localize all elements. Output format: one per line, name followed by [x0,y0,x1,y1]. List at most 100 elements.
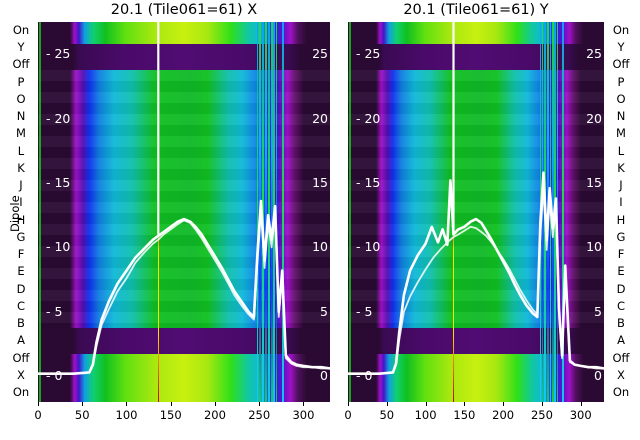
amplitude-traces-y [348,22,604,376]
y-tick-label-right: 0 [594,368,602,384]
dipole-label-right-i-10: I [619,195,623,210]
amplitude-trace-line [348,187,604,375]
heatmap-spike-column [268,22,270,402]
y-tick-label-left: - 15 [356,175,381,191]
y-tick-label-left: - 20 [46,110,71,126]
heatmap-gap-top [38,44,330,70]
x-tick-label: 200 [492,408,515,422]
x-tick [126,402,128,406]
heatmap-spike-column [562,22,565,402]
dipole-label-right-m-6: M [616,126,626,141]
amplitude-trace-line [38,210,330,375]
dipole-label-left-e-14: E [17,264,25,279]
dipole-label-right-j-9: J [619,178,623,193]
y-tick-label-right: 5 [320,303,328,319]
x-tick-label: 250 [530,408,553,422]
heatmap-spike-column [261,22,265,402]
y-tick-label-left: - 5 [46,303,63,319]
dipole-label-left-m-6: M [16,126,26,141]
x-tick [82,402,84,406]
heatmap-spike-column [552,22,555,402]
x-tick-label: 300 [569,408,592,422]
y-tick-label-right: 15 [586,175,602,191]
panel-title-y: 20.1 (Tile061=61) Y [403,2,549,18]
heatmap-spike-column [282,22,285,402]
dipole-label-left-on-0: On [12,23,30,37]
y-tick-label-right: 0 [320,368,328,384]
x-tick [386,402,388,406]
x-tick-label: 250 [248,408,271,422]
y-tick-label-left: - 10 [46,239,71,255]
x-tick-label: 300 [292,408,315,422]
dipole-label-right-on-21: On [612,385,630,399]
heatmap-spike-column [256,22,259,402]
heatmap-panel-y[interactable]: - 0 0 - 5 5 - 10 10 - 15 15 - 20 20 - 25 25 [348,22,604,402]
y-tick-label-left: - 25 [356,46,381,62]
heatmap-edge-stripe [39,22,41,402]
dipole-label-left-h-11: H [16,212,26,227]
heatmap-gap-bottom [38,328,330,354]
dipole-label-right-k-8: K [617,160,625,175]
dipole-label-left-c-16: C [16,298,26,313]
x-tick [503,402,505,406]
y-tick-label-left: - 15 [46,175,71,191]
x-tick [580,402,582,406]
y-tick-label-right: 10 [312,239,328,255]
dipole-label-right-off-19: Off [612,350,630,365]
dipole-label-right-y-1: Y [617,40,625,55]
x-axis-right: 0 50 100 150 200 250 300 [344,402,604,436]
heatmap-row-texture [348,70,604,328]
dipole-label-right-h-11: H [616,212,626,227]
dipole-label-right-o-4: O [616,91,626,106]
dipole-label-right-g-12: G [616,229,626,244]
dipole-label-right-f-13: F [617,247,625,262]
y-tick-label-left: - 5 [356,303,373,319]
y-tick-label-right: 20 [312,110,328,126]
x-tick-label: 50 [74,408,90,422]
x-tick [303,402,305,406]
y-tick-label-left: - 0 [356,368,373,384]
x-tick-label: 150 [159,408,182,422]
dipole-label-right-off-2: Off [612,57,630,72]
x-tick-label: 200 [203,408,226,422]
x-tick-label: 100 [115,408,138,422]
dipole-label-left-b-17: B [17,316,25,331]
x-tick [259,402,261,406]
heatmap-band-bottom [348,354,604,402]
x-tick [425,402,427,406]
y-tick-label-left: - 10 [356,239,381,255]
dipole-label-right-e-14: E [617,264,625,279]
heatmap-edge-stripe [349,22,351,402]
heatmap-body-main [348,70,604,328]
heatmap-panel-x[interactable]: - 0 0 - 5 5 - 10 10 - 15 15 - 20 20 - 25 25 [38,22,330,402]
x-tick-label: 0 [34,408,42,422]
dipole-label-left-k-8: K [17,160,25,175]
dipole-labels-right: On Y Off P O N M L K J I H G F E D C B A Off X On [604,22,638,402]
y-tick-label-left: - 25 [46,46,71,62]
panel-title-x: 20.1 (Tile061=61) X [110,2,258,18]
x-tick [464,402,466,406]
dipole-label-left-x-20: X [17,367,25,382]
dipole-label-right-d-15: D [616,281,626,296]
x-tick-label: 0 [344,408,352,422]
y-tick-label-right: 25 [586,46,602,62]
x-tick-label: 100 [414,408,437,422]
dipole-label-left-off-19: Off [12,350,30,365]
dipole-label-left-f-13: F [17,247,25,262]
dipole-label-left-y-1: Y [17,40,25,55]
dipole-label-left-l-7: L [17,143,25,158]
heatmap-spike-column [276,22,278,402]
x-tick [38,402,39,406]
dipole-label-left-j-9: J [19,178,23,193]
x-tick [170,402,172,406]
dipole-label-left-a-18: A [17,333,25,348]
dipole-label-right-on-0: On [612,23,630,37]
heatmap-band-bottom [38,354,330,402]
dipole-label-left-n-5: N [16,109,26,124]
y-tick-label-right: 25 [312,46,328,62]
x-tick-label: 150 [453,408,476,422]
x-tick [541,402,543,406]
heatmap-spike-column [265,22,267,402]
x-tick-label: 50 [379,408,395,422]
heatmap-gap-top [348,44,604,70]
